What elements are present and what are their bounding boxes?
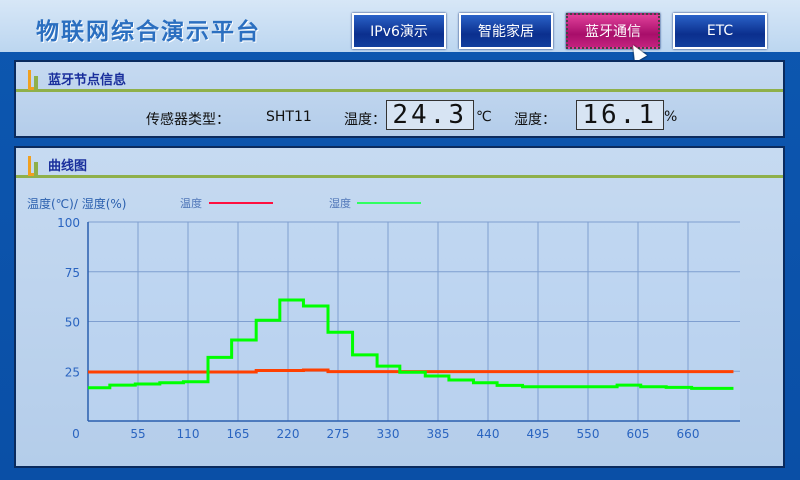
x-tick-label: 330 bbox=[377, 427, 400, 441]
x-tick-label: 275 bbox=[327, 427, 350, 441]
nav-bluetooth-button[interactable]: 蓝牙通信 bbox=[566, 13, 660, 49]
x-tick-label: 550 bbox=[577, 427, 600, 441]
node-info-panel: 蓝牙节点信息 传感器类型： SHT11 温度： 24.3 ℃ 湿度： 16.1 … bbox=[14, 60, 785, 138]
panel-title: 蓝牙节点信息 bbox=[48, 73, 127, 88]
temp-display: 24.3 bbox=[386, 100, 474, 130]
temp-label: 温度： bbox=[344, 112, 386, 128]
y-tick-label: 75 bbox=[65, 266, 80, 280]
nav-etc-button[interactable]: ETC bbox=[673, 13, 767, 49]
legend-temp-label: 温度 bbox=[180, 196, 202, 210]
x-tick-label: 165 bbox=[227, 427, 250, 441]
y-tick-label: 100 bbox=[57, 216, 80, 230]
x-tick-label: 0 bbox=[72, 427, 80, 441]
nav-ipv6-button[interactable]: IPv6演示 bbox=[352, 13, 446, 49]
panel-header: 曲线图 bbox=[16, 148, 783, 178]
x-tick-label: 385 bbox=[427, 427, 450, 441]
y-tick-label: 50 bbox=[65, 316, 80, 330]
header-bar-icon bbox=[28, 70, 38, 90]
x-tick-label: 55 bbox=[130, 427, 145, 441]
humidity-display: 16.1 bbox=[576, 100, 664, 130]
x-tick-label: 660 bbox=[677, 427, 700, 441]
x-tick-label: 605 bbox=[627, 427, 650, 441]
humidity-label: 湿度： bbox=[514, 112, 556, 128]
humidity-unit: % bbox=[664, 109, 678, 125]
header-bar-icon bbox=[28, 156, 38, 176]
humidity-series-line bbox=[88, 298, 734, 390]
sensor-type-label: 传感器类型： bbox=[146, 112, 230, 128]
legend-humidity-label: 湿度 bbox=[329, 196, 351, 210]
x-tick-label: 220 bbox=[277, 427, 300, 441]
y-tick-label: 25 bbox=[65, 365, 80, 379]
panel-header: 蓝牙节点信息 bbox=[16, 62, 783, 92]
chart-panel: 曲线图 bbox=[14, 146, 785, 468]
temperature-series-line bbox=[88, 368, 734, 374]
y-axis-label: 温度(℃)/ 湿度(%) bbox=[27, 196, 126, 211]
x-tick-label: 495 bbox=[527, 427, 550, 441]
app-title: 物联网综合演示平台 bbox=[36, 19, 261, 45]
sensor-type-value: SHT11 bbox=[266, 109, 312, 125]
x-tick-label: 440 bbox=[477, 427, 500, 441]
x-tick-label: 110 bbox=[177, 427, 200, 441]
panel-title: 曲线图 bbox=[48, 159, 88, 174]
nav-smart-home-button[interactable]: 智能家居 bbox=[459, 13, 553, 49]
temp-unit: ℃ bbox=[476, 109, 492, 125]
